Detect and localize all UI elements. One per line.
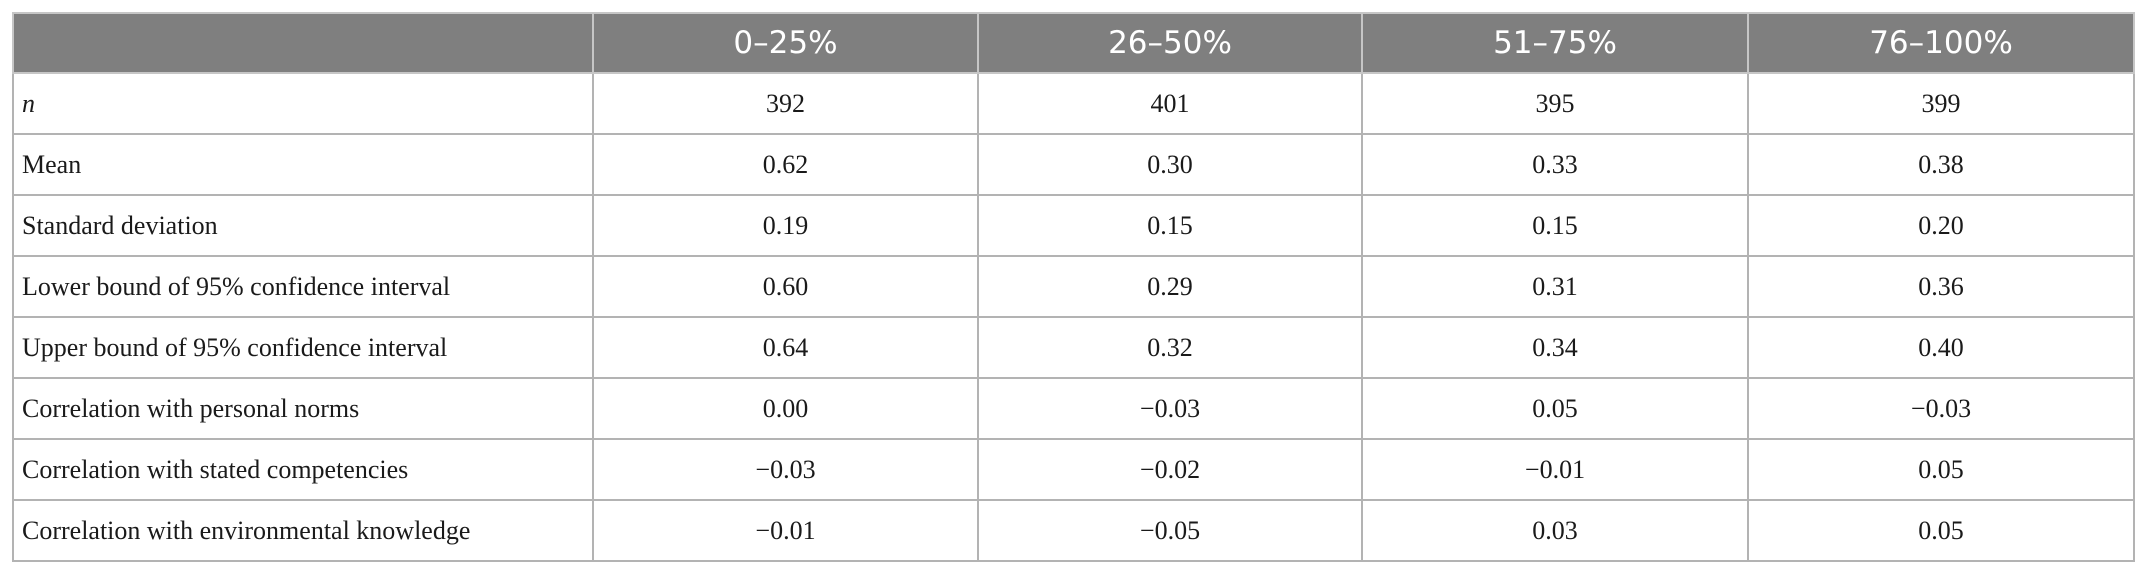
table-cell: −0.03 [1747, 377, 2135, 440]
table-row: Upper bound of 95% confidence interval 0… [12, 316, 2135, 379]
row-label: Lower bound of 95% confidence interval [12, 255, 594, 318]
table-cell: 0.38 [1747, 133, 2135, 196]
statistics-table: 0–25% 26–50% 51–75% 76–100% n 392 401 39… [12, 12, 2135, 562]
table-cell: 399 [1747, 72, 2135, 135]
table-cell: −0.01 [1361, 438, 1749, 501]
table-cell: 0.19 [592, 194, 979, 257]
table-cell: 0.29 [977, 255, 1363, 318]
table-cell: 401 [977, 72, 1363, 135]
table-cell: −0.01 [592, 499, 979, 562]
table-cell: 395 [1361, 72, 1749, 135]
table-row: Lower bound of 95% confidence interval 0… [12, 255, 2135, 318]
row-label: Standard deviation [12, 194, 594, 257]
table-cell: −0.03 [977, 377, 1363, 440]
table-body: n 392 401 395 399 Mean 0.62 0.30 0.33 0.… [12, 72, 2135, 562]
header-cell-76-100: 76–100% [1747, 12, 2135, 74]
table-cell: 0.62 [592, 133, 979, 196]
table-cell: 0.32 [977, 316, 1363, 379]
data-table-container: 0–25% 26–50% 51–75% 76–100% n 392 401 39… [12, 12, 2135, 562]
table-row: Correlation with personal norms 0.00 −0.… [12, 377, 2135, 440]
table-row: n 392 401 395 399 [12, 72, 2135, 135]
table-cell: 0.40 [1747, 316, 2135, 379]
table-cell: 0.60 [592, 255, 979, 318]
header-row: 0–25% 26–50% 51–75% 76–100% [12, 12, 2135, 74]
table-cell: 0.15 [977, 194, 1363, 257]
table-row: Correlation with environmental knowledge… [12, 499, 2135, 562]
header-cell-26-50: 26–50% [977, 12, 1363, 74]
row-label: n [12, 72, 594, 135]
row-label: Mean [12, 133, 594, 196]
table-cell: 0.15 [1361, 194, 1749, 257]
table-row: Mean 0.62 0.30 0.33 0.38 [12, 133, 2135, 196]
row-label: Correlation with environmental knowledge [12, 499, 594, 562]
table-cell: −0.03 [592, 438, 979, 501]
table-cell: 0.30 [977, 133, 1363, 196]
table-cell: 0.05 [1747, 499, 2135, 562]
row-label: Upper bound of 95% confidence interval [12, 316, 594, 379]
table-row: Standard deviation 0.19 0.15 0.15 0.20 [12, 194, 2135, 257]
table-header: 0–25% 26–50% 51–75% 76–100% [12, 12, 2135, 74]
table-cell: 0.34 [1361, 316, 1749, 379]
table-cell: 0.00 [592, 377, 979, 440]
header-cell-0-25: 0–25% [592, 12, 979, 74]
table-cell: −0.02 [977, 438, 1363, 501]
table-cell: 0.31 [1361, 255, 1749, 318]
table-cell: 0.33 [1361, 133, 1749, 196]
header-cell-51-75: 51–75% [1361, 12, 1749, 74]
table-cell: 0.05 [1747, 438, 2135, 501]
row-label: Correlation with personal norms [12, 377, 594, 440]
table-cell: 0.05 [1361, 377, 1749, 440]
row-label: Correlation with stated competencies [12, 438, 594, 501]
table-cell: 392 [592, 72, 979, 135]
table-cell: 0.03 [1361, 499, 1749, 562]
table-row: Correlation with stated competencies −0.… [12, 438, 2135, 501]
header-cell-empty [12, 12, 594, 74]
table-cell: 0.64 [592, 316, 979, 379]
table-cell: 0.20 [1747, 194, 2135, 257]
table-cell: 0.36 [1747, 255, 2135, 318]
table-cell: −0.05 [977, 499, 1363, 562]
